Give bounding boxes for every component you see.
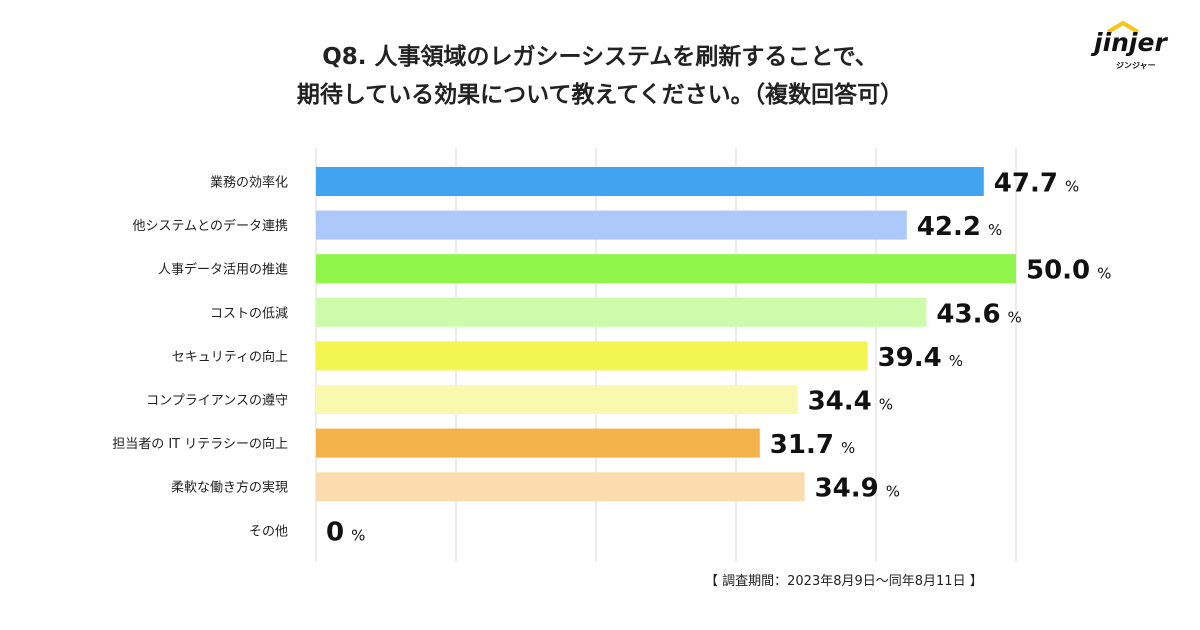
category-label: 柔軟な働き方の実現 xyxy=(171,480,288,496)
bar xyxy=(316,341,868,371)
unit-label: % xyxy=(949,352,963,370)
value-label: 34.4 xyxy=(808,387,872,417)
value-label: 39.4 xyxy=(878,343,942,373)
title-line-2: 期待している効果について教えてください。（複数回答可） xyxy=(296,82,904,108)
survey-period-note: 【 調査期間：2023年8月9日〜同年8月11日 】 xyxy=(705,574,983,589)
value-label: 0 xyxy=(326,517,344,547)
bar xyxy=(316,297,927,327)
value-label: 47.7 xyxy=(994,169,1058,199)
unit-label: % xyxy=(886,483,900,501)
chart-title: Q8. 人事領域のレガシーシステムを刷新することで、 期待している効果について教… xyxy=(0,38,1200,114)
bar xyxy=(316,167,984,196)
unit-label: % xyxy=(1065,178,1079,196)
category-label: コストの低減 xyxy=(210,305,288,321)
category-label: セキュリティの向上 xyxy=(172,349,288,365)
bar xyxy=(316,428,760,458)
logo-subtext: ジンジャー xyxy=(1116,61,1156,70)
bar xyxy=(316,254,1016,284)
category-label: その他 xyxy=(249,524,288,539)
unit-label: % xyxy=(879,396,893,414)
bar xyxy=(316,385,798,414)
category-label: 業務の効率化 xyxy=(210,175,288,191)
value-label: 34.9 xyxy=(815,474,879,504)
value-label: 43.6 xyxy=(936,299,1000,329)
roof-icon xyxy=(1106,20,1140,34)
unit-label: % xyxy=(1097,265,1111,283)
category-label: 人事データ活用の推進 xyxy=(158,262,288,278)
unit-label: % xyxy=(841,439,855,457)
logo-text: jinjer xyxy=(1094,28,1167,57)
title-line-1: Q8. 人事領域のレガシーシステムを刷新することで、 xyxy=(322,44,878,70)
category-label: コンプライアンスの遵守 xyxy=(146,393,288,409)
value-label: 42.2 xyxy=(917,212,981,242)
jinjer-logo: jinjer ジンジャー xyxy=(1090,18,1186,78)
bar xyxy=(316,472,805,502)
value-label: 31.7 xyxy=(770,430,834,460)
category-label: 他システムとのデータ連携 xyxy=(133,218,288,234)
category-label: 担当者の IT リテラシーの向上 xyxy=(112,436,288,452)
unit-label: % xyxy=(988,221,1002,239)
value-label: 50.0 xyxy=(1026,256,1090,286)
bar xyxy=(316,210,907,240)
unit-label: % xyxy=(1008,308,1022,326)
unit-label: % xyxy=(351,526,365,544)
